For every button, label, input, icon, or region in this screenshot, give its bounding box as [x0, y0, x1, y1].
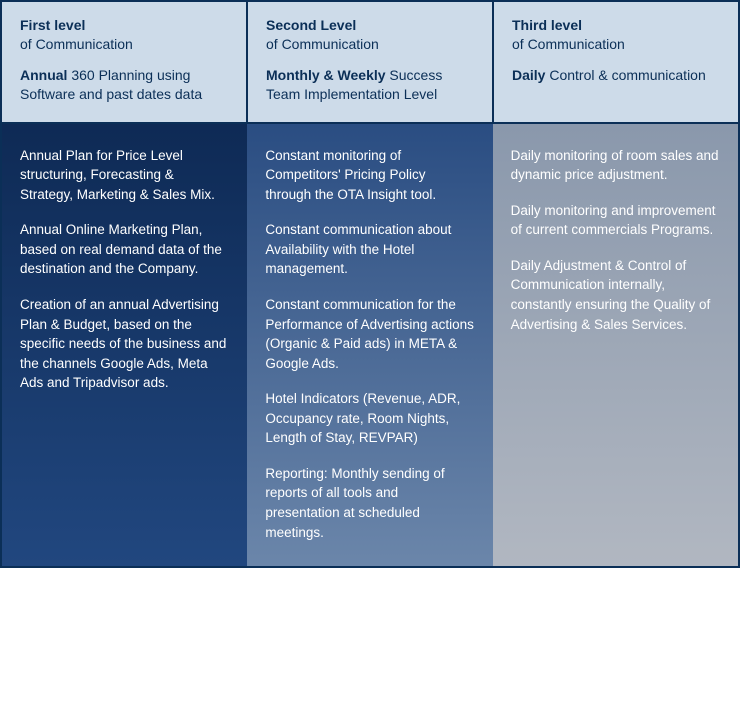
header-sub-bold-2: Monthly & Weekly — [266, 67, 386, 83]
body-3-p2: Daily monitoring and improvement of cur­… — [511, 201, 720, 240]
header-sub-bold-1: Annual — [20, 67, 67, 83]
body-1-p3: Creation of an annual Advertising Plan &… — [20, 295, 229, 393]
header-cell-3: Third level of Communication Daily Contr… — [492, 2, 738, 122]
header-sub-3: Daily Control & communication — [512, 66, 722, 85]
header-sub-1: Annual 360 Planning using Software and p… — [20, 66, 230, 104]
header-cell-1: First level of Communication Annual 360 … — [2, 2, 246, 122]
header-sub-2: Monthly & Weekly Success Team Implementa… — [266, 66, 476, 104]
header-title-bold-3: Third level — [512, 17, 582, 33]
body-1-p2: Annual Online Marketing Plan, based on r… — [20, 220, 229, 279]
communication-levels-table: First level of Communication Annual 360 … — [0, 0, 740, 568]
header-title-2: Second Level of Communication — [266, 16, 476, 54]
body-3-p3: Daily Adjustment & Control of Communicat… — [511, 256, 720, 334]
header-sub-bold-3: Daily — [512, 67, 545, 83]
header-title-rest-3: of Communication — [512, 36, 625, 52]
body-cell-1: Annual Plan for Price Level structuring,… — [2, 124, 247, 567]
body-2-p2: Constant communication about Availabilit… — [265, 220, 474, 279]
header-title-rest-1: of Communication — [20, 36, 133, 52]
header-title-rest-2: of Communication — [266, 36, 379, 52]
body-2-p3: Constant communication for the Performan… — [265, 295, 474, 373]
body-cell-3: Daily monitoring of room sales and dynam… — [493, 124, 738, 567]
header-title-1: First level of Communication — [20, 16, 230, 54]
body-1-p1: Annual Plan for Price Level structuring,… — [20, 146, 229, 205]
body-2-p4: Hotel Indicators (Revenue, ADR, Occupanc… — [265, 389, 474, 448]
header-title-bold-1: First level — [20, 17, 85, 33]
header-sub-rest-3: Control & communication — [545, 67, 705, 83]
body-2-p1: Constant monitoring of Competitors' Pric… — [265, 146, 474, 205]
header-title-bold-2: Second Level — [266, 17, 356, 33]
header-row: First level of Communication Annual 360 … — [2, 2, 738, 124]
header-cell-2: Second Level of Communication Monthly & … — [246, 2, 492, 122]
body-2-p5: Reporting: Monthly sending of reports of… — [265, 464, 474, 542]
body-row: Annual Plan for Price Level structuring,… — [2, 124, 738, 567]
header-title-3: Third level of Communication — [512, 16, 722, 54]
body-cell-2: Constant monitoring of Competitors' Pric… — [247, 124, 492, 567]
body-3-p1: Daily monitoring of room sales and dynam… — [511, 146, 720, 185]
